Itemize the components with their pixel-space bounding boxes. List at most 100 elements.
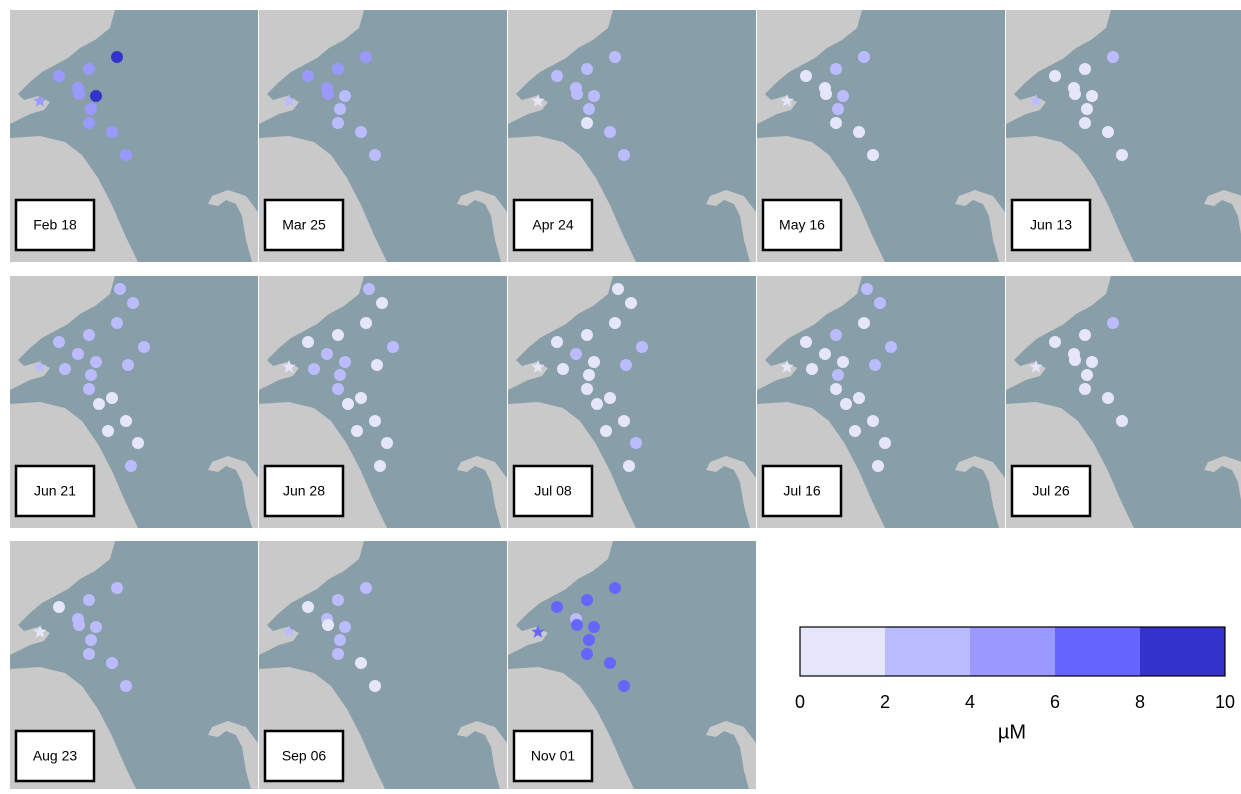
station (53, 601, 65, 613)
station (339, 621, 351, 633)
station (114, 283, 126, 295)
station (581, 117, 593, 129)
date-box (1010, 464, 1092, 518)
station (363, 283, 375, 295)
station (138, 341, 150, 353)
station (588, 621, 600, 633)
station (879, 437, 891, 449)
station (85, 634, 97, 646)
map-panel: Jun 13 (1006, 10, 1241, 262)
station (609, 317, 621, 329)
station (355, 392, 367, 404)
map-panel: Jun 21 (10, 276, 258, 528)
station-star (282, 360, 296, 373)
station (570, 348, 582, 360)
station (106, 126, 118, 138)
station (302, 336, 314, 348)
land (457, 456, 507, 528)
station (83, 329, 95, 341)
date-box (263, 198, 345, 252)
map-panel: Jul 16 (757, 276, 1005, 528)
station (1049, 336, 1061, 348)
station (832, 369, 844, 381)
station (581, 383, 593, 395)
station (571, 619, 583, 631)
date-label: Jul 26 (1032, 483, 1070, 499)
station (581, 63, 593, 75)
station (623, 460, 635, 472)
station (339, 356, 351, 368)
colorbar-bin (1055, 627, 1140, 676)
station (90, 356, 102, 368)
map-panel: Nov 01 (508, 541, 756, 793)
station (332, 329, 344, 341)
station (636, 341, 648, 353)
station-star (780, 360, 794, 373)
colorbar: µM 0 2 4 6 8 10 (795, 626, 1235, 743)
station (93, 398, 105, 410)
station (591, 398, 603, 410)
station (1081, 103, 1093, 115)
panel-grid: Feb 18 Mar 25 Apr 24 May 16 Jun 13 Jun 21 Jun … (10, 10, 1241, 793)
map-panel: Aug 23 (10, 541, 258, 793)
station (102, 425, 114, 437)
date-box (512, 729, 594, 783)
land (457, 721, 507, 793)
station (551, 601, 563, 613)
map-panel: Mar 25 (259, 10, 507, 262)
station (111, 582, 123, 594)
station (830, 383, 842, 395)
station (73, 88, 85, 100)
station (867, 149, 879, 161)
station (85, 103, 97, 115)
station (1079, 383, 1091, 395)
station (332, 648, 344, 660)
station (339, 90, 351, 102)
station (583, 103, 595, 115)
station (127, 297, 139, 309)
station (302, 70, 314, 82)
date-label: Feb 18 (33, 217, 77, 233)
station (351, 425, 363, 437)
land (208, 456, 258, 528)
land (1204, 456, 1241, 500)
station (1079, 117, 1091, 129)
station (111, 51, 123, 63)
station (609, 51, 621, 63)
station (872, 460, 884, 472)
date-label: Jun 13 (1030, 217, 1072, 233)
station (581, 329, 593, 341)
station (588, 90, 600, 102)
station (581, 648, 593, 660)
station (106, 392, 118, 404)
station (72, 348, 84, 360)
date-box (761, 198, 843, 252)
date-label: Jun 28 (283, 483, 325, 499)
station (1102, 392, 1114, 404)
map-panel: Apr 24 (508, 10, 756, 262)
station-star (531, 94, 545, 107)
station (355, 657, 367, 669)
station (1107, 317, 1119, 329)
date-label: Nov 01 (531, 748, 576, 764)
station (322, 619, 334, 631)
land (208, 190, 258, 262)
map-panel: May 16 (757, 10, 1005, 262)
colorbar-bin (885, 627, 970, 676)
station (588, 356, 600, 368)
date-box (512, 464, 594, 518)
station (837, 90, 849, 102)
station-star (531, 360, 545, 373)
date-box (263, 729, 345, 783)
date-label: Jun 21 (34, 483, 76, 499)
colorbar-tick-label: 2 (880, 692, 890, 712)
station (360, 51, 372, 63)
station (853, 392, 865, 404)
station (583, 634, 595, 646)
station (1116, 149, 1128, 161)
station (334, 634, 346, 646)
station (620, 359, 632, 371)
station (120, 680, 132, 692)
station (1081, 369, 1093, 381)
station (800, 70, 812, 82)
